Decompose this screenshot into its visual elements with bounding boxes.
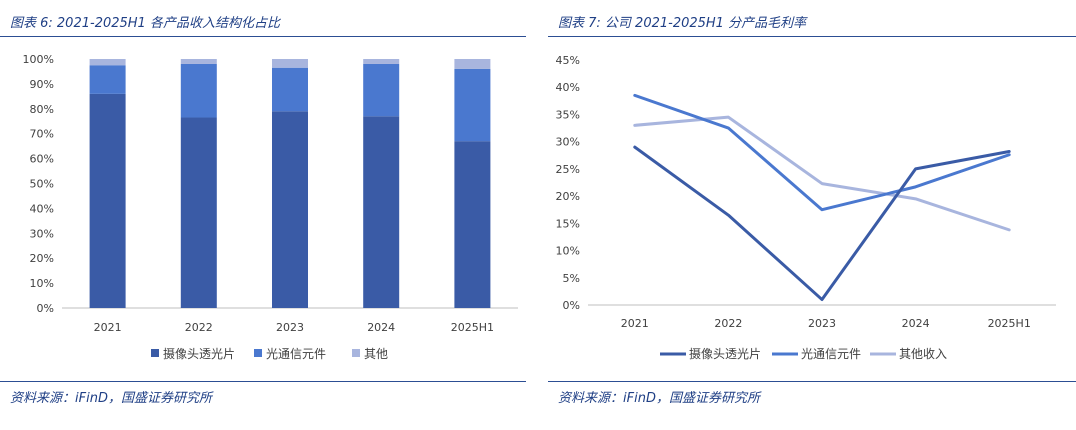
right-figure-title: 图表 7: 公司 2021-2025H1 分产品毛利率 — [558, 16, 807, 31]
y-tick-label: 5% — [563, 272, 580, 285]
x-tick-label: 2021 — [621, 317, 649, 330]
y-tick-label: 50% — [30, 178, 54, 191]
y-tick-label: 0% — [563, 299, 580, 312]
bar-segment-series-1 — [363, 63, 400, 117]
left-title-rule — [0, 36, 526, 37]
x-tick-label: 2022 — [185, 321, 213, 334]
y-tick-label: 80% — [30, 103, 54, 116]
y-tick-label: 10% — [30, 277, 54, 290]
bar-segment-series-0 — [454, 141, 491, 308]
left-figure-title: 图表 6: 2021-2025H1 各产品收入结构化占比 — [10, 16, 280, 31]
y-tick-label: 25% — [556, 163, 580, 176]
y-tick-label: 35% — [556, 108, 580, 121]
bar-segment-series-2 — [89, 59, 126, 66]
series-line-series-2 — [633, 115, 1011, 232]
x-tick-label: 2025H1 — [451, 321, 494, 334]
y-tick-label: 30% — [556, 136, 580, 149]
bar-segment-series-2 — [180, 59, 217, 64]
series-line-series-1 — [633, 93, 1011, 212]
y-tick-label: 70% — [30, 128, 54, 141]
bar-segment-series-1 — [180, 63, 217, 118]
legend-label: 其他收入 — [899, 347, 947, 361]
y-tick-label: 40% — [30, 202, 54, 215]
bar-segment-series-0 — [89, 93, 126, 308]
y-tick-label: 20% — [556, 190, 580, 203]
bar-segment-series-0 — [180, 117, 217, 308]
x-tick-label: 2021 — [94, 321, 122, 334]
x-tick-label: 2023 — [276, 321, 304, 334]
bar-segment-series-2 — [272, 59, 308, 68]
bar-segment-series-0 — [363, 116, 400, 309]
legend-label: 光通信元件 — [801, 347, 861, 361]
y-tick-label: 100% — [23, 53, 54, 66]
bar-segment-series-1 — [454, 68, 491, 142]
legend-swatch-series-1 — [254, 349, 262, 357]
y-tick-label: 10% — [556, 245, 580, 258]
legend-label: 其他 — [364, 347, 388, 361]
y-tick-label: 0% — [37, 302, 54, 315]
y-tick-label: 30% — [30, 227, 54, 240]
right-figure-source: 资料来源：iFinD，国盛证券研究所 — [558, 391, 760, 406]
left-source-rule — [0, 381, 526, 382]
bar-segment-series-2 — [454, 59, 491, 69]
legend-swatch-series-0 — [151, 349, 159, 357]
y-tick-label: 15% — [556, 217, 580, 230]
series-line-series-0 — [633, 145, 1011, 302]
legend-label: 光通信元件 — [266, 347, 326, 361]
line-chart: 0% 5% 10% 15% 20% 25% 30% 35% 40% 45% 2021 2022 2023… — [556, 54, 1056, 361]
y-tick-label: 20% — [30, 252, 54, 265]
y-tick-label: 60% — [30, 153, 54, 166]
right-figure-panel: 图表 7: 公司 2021-2025H1 分产品毛利率 0% 5% 10% 15% 20… — [548, 0, 1076, 430]
x-tick-label: 2024 — [902, 317, 930, 330]
x-tick-label: 2025H1 — [988, 317, 1031, 330]
stacked-bar-chart: 0% 10% 20% 30% 40% 50% 60% 70% 80% 90% 100% 2021 202… — [23, 53, 518, 361]
left-figure-source: 资料来源：iFinD，国盛证券研究所 — [10, 391, 212, 406]
y-tick-label: 45% — [556, 54, 580, 67]
x-tick-label: 2024 — [367, 321, 395, 334]
legend-label: 摄像头透光片 — [163, 346, 235, 361]
y-tick-label: 40% — [556, 81, 580, 94]
bar-segment-series-0 — [272, 111, 308, 308]
right-title-rule — [548, 36, 1076, 37]
right-source-rule — [548, 381, 1076, 382]
left-figure-panel: 图表 6: 2021-2025H1 各产品收入结构化占比 0% 10% 20% 30%… — [0, 0, 526, 430]
legend-label: 摄像头透光片 — [689, 346, 761, 361]
x-tick-label: 2023 — [808, 317, 836, 330]
legend-swatch-series-2 — [352, 349, 360, 357]
bar-segment-series-1 — [89, 65, 126, 94]
x-tick-label: 2022 — [714, 317, 742, 330]
y-tick-label: 90% — [30, 78, 54, 91]
bar-segment-series-1 — [272, 67, 308, 112]
bar-segment-series-2 — [363, 59, 400, 64]
